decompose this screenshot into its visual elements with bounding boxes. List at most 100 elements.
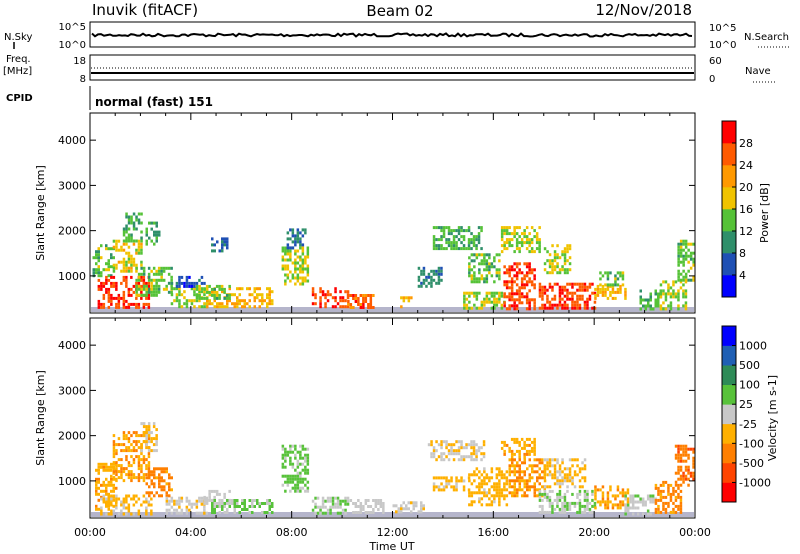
data-cell (334, 287, 337, 291)
power-panel-bg (90, 113, 695, 313)
data-cell (667, 304, 670, 308)
data-cell (420, 504, 423, 508)
data-cell (672, 486, 675, 490)
data-cell (677, 272, 680, 276)
data-cell (538, 226, 541, 230)
data-cell (682, 278, 685, 282)
data-cell (105, 462, 108, 466)
data-cell (533, 488, 536, 492)
data-cell (541, 285, 544, 289)
data-cell (586, 489, 589, 493)
data-cell (536, 458, 539, 462)
data-cell (132, 512, 136, 516)
data-cell (420, 284, 423, 288)
data-cell (636, 506, 640, 510)
data-cell (125, 263, 128, 267)
data-cell (185, 505, 189, 509)
data-cell (127, 446, 131, 450)
data-cell (213, 305, 216, 309)
date-title: 12/Nov/2018 (595, 1, 692, 19)
data-cell (195, 293, 199, 297)
data-cell (563, 285, 567, 289)
data-cell (407, 507, 410, 511)
data-cell (135, 269, 138, 273)
data-cell (528, 289, 531, 293)
data-cell (578, 510, 582, 514)
data-cell (500, 440, 504, 444)
data-cell (132, 449, 136, 453)
data-cell (117, 302, 121, 306)
data-cell (440, 476, 443, 480)
data-cell (508, 470, 511, 474)
data-cell (125, 230, 128, 234)
data-cell (498, 300, 501, 304)
data-cell (546, 259, 549, 263)
data-cell (543, 467, 547, 471)
data-cell (311, 499, 315, 503)
data-cell (583, 507, 587, 511)
data-cell (674, 495, 678, 499)
data-cell (470, 473, 474, 477)
data-cell (243, 299, 246, 303)
data-cell (568, 470, 572, 474)
data-cell (158, 482, 161, 486)
data-cell (573, 300, 577, 304)
data-cell (225, 293, 229, 297)
data-cell (561, 501, 564, 505)
data-cell (152, 449, 156, 453)
data-cell (132, 497, 136, 501)
data-cell (268, 508, 271, 511)
data-cell (102, 489, 105, 493)
data-cell (523, 473, 526, 477)
data-cell (477, 449, 481, 453)
data-cell (546, 461, 549, 465)
data-cell (402, 507, 405, 511)
data-cell (664, 501, 668, 505)
data-cell (157, 284, 161, 288)
data-cell (281, 444, 285, 448)
data-cell (468, 473, 471, 477)
data-cell (558, 489, 562, 493)
data-cell (284, 252, 287, 256)
data-cell (102, 468, 105, 472)
data-cell (528, 485, 531, 489)
data-cell (155, 278, 158, 282)
data-cell (289, 480, 292, 484)
data-cell (520, 280, 524, 284)
data-cell (485, 297, 489, 301)
data-cell (541, 504, 544, 508)
data-cell (142, 431, 146, 435)
data-cell (488, 503, 491, 507)
data-cell (515, 277, 519, 281)
data-cell (299, 456, 302, 460)
data-cell (614, 494, 617, 498)
data-cell (591, 498, 594, 502)
data-cell (319, 296, 322, 300)
data-cell (692, 477, 695, 481)
data-cell (503, 232, 506, 236)
data-cell (301, 249, 305, 253)
data-cell (687, 260, 690, 264)
data-cell (218, 305, 221, 309)
data-cell (331, 502, 335, 506)
data-cell (319, 302, 322, 306)
data-cell (601, 491, 605, 495)
data-cell (299, 462, 302, 466)
data-cell (515, 449, 519, 453)
data-cell (470, 280, 474, 284)
data-cell (503, 497, 506, 501)
data-cell (684, 257, 688, 261)
data-cell (400, 510, 403, 514)
data-cell (521, 470, 524, 474)
data-cell (493, 488, 496, 492)
data-cell (147, 296, 151, 300)
data-cell (674, 510, 678, 514)
data-cell (289, 456, 292, 460)
data-cell (465, 303, 469, 307)
data-cell (170, 302, 174, 306)
data-cell (142, 287, 146, 291)
data-cell (97, 274, 100, 278)
x-tick-label: 00:00 (679, 526, 711, 539)
data-cell (316, 505, 320, 509)
